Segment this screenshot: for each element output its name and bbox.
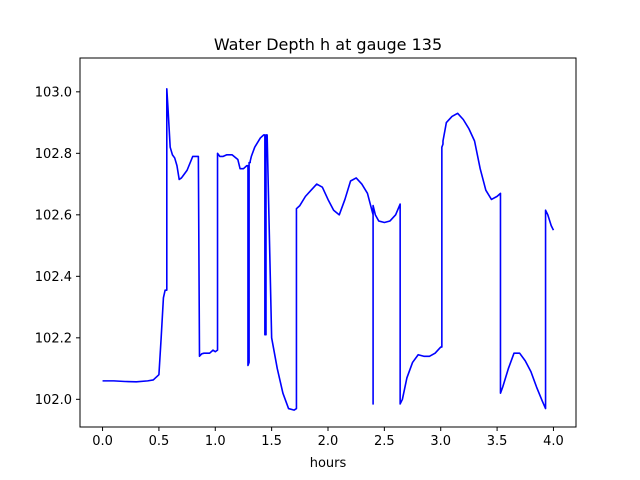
y-tick-label: 103.0 — [35, 85, 72, 100]
x-axis-label: hours — [310, 456, 347, 471]
y-tick-label: 102.4 — [35, 270, 72, 285]
axes-frame — [79, 57, 577, 428]
plot-area — [102, 87, 555, 411]
x-tick-label: 4.0 — [543, 434, 564, 449]
y-tick-label: 102.8 — [35, 147, 72, 162]
y-tick-label: 102.6 — [35, 208, 72, 223]
x-tick-label: 3.5 — [487, 434, 508, 449]
y-tick-label: 102.0 — [35, 393, 72, 408]
chart-title: Water Depth h at gauge 135 — [214, 35, 442, 54]
x-tick-label: 1.5 — [261, 434, 282, 449]
x-tick-label: 2.0 — [318, 434, 339, 449]
y-tick-label: 102.2 — [35, 331, 72, 346]
x-tick-label: 0.5 — [149, 434, 170, 449]
x-axis: 0.0 0.5 1.0 1.5 2.0 2.5 3.0 3.5 4.0 — [92, 427, 564, 449]
x-tick-label: 1.0 — [205, 434, 226, 449]
x-tick-label: 3.0 — [430, 434, 451, 449]
series-line-0 — [102, 87, 555, 411]
y-axis: 102.0 102.2 102.4 102.6 102.8 103.0 — [35, 85, 80, 408]
x-tick-label: 0.0 — [92, 434, 113, 449]
x-tick-label: 2.5 — [374, 434, 395, 449]
